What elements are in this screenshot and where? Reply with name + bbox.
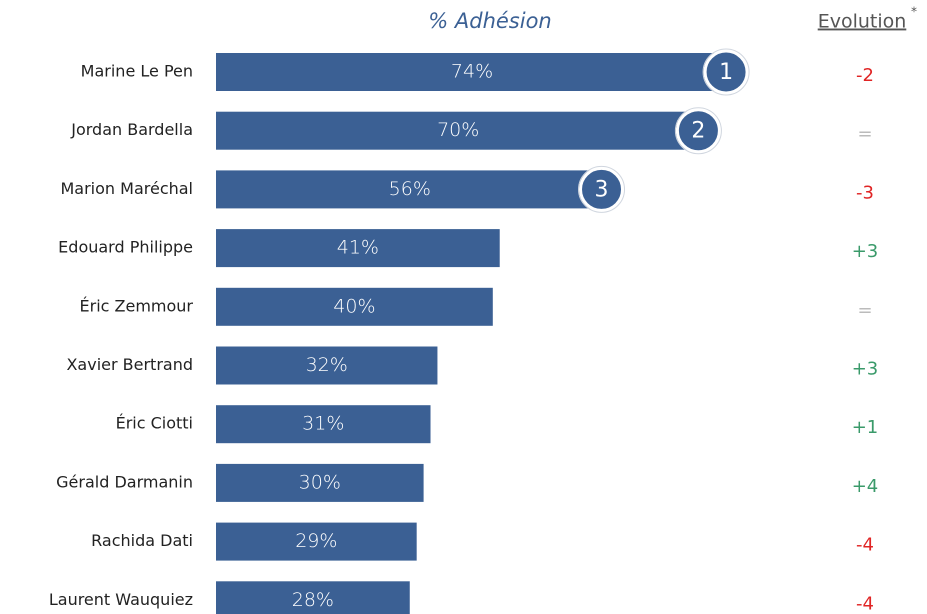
bar xyxy=(216,287,493,326)
category-label: Xavier Bertrand xyxy=(66,355,193,374)
evolution-value: -4 xyxy=(856,593,874,614)
category-label: Rachida Dati xyxy=(91,531,193,550)
value-label: 30% xyxy=(299,471,341,493)
category-label: Edouard Philippe xyxy=(58,238,193,257)
chart-title: % Adhésion xyxy=(428,9,552,33)
bar xyxy=(216,581,410,614)
rank-badge-ring xyxy=(578,165,626,213)
evolution-note: * xyxy=(911,5,917,19)
category-label: Laurent Wauquiez xyxy=(49,590,193,609)
category-label: Éric Zemmour xyxy=(80,296,194,315)
rank-label: 3 xyxy=(595,177,609,202)
rank-badge xyxy=(579,166,625,212)
value-label: 41% xyxy=(337,237,379,259)
category-label: Marion Maréchal xyxy=(60,179,193,198)
value-label: 28% xyxy=(292,589,334,611)
value-label: 70% xyxy=(437,119,479,141)
bar xyxy=(216,111,701,150)
bar xyxy=(216,405,431,444)
value-label: 29% xyxy=(295,530,337,552)
rank-badge xyxy=(675,108,721,154)
evolution-value: -2 xyxy=(856,65,874,86)
evolution-value: = xyxy=(857,300,872,321)
evolution-title: Evolution xyxy=(818,11,907,33)
rank-badge xyxy=(703,49,749,95)
value-label: 40% xyxy=(333,295,375,317)
evolution-value: +3 xyxy=(852,241,879,262)
value-label: 32% xyxy=(306,354,348,376)
evolution-value: +4 xyxy=(852,476,879,497)
category-label: Jordan Bardella xyxy=(70,120,193,139)
value-label: 31% xyxy=(302,413,344,435)
bar xyxy=(216,346,438,385)
evolution-value: = xyxy=(857,124,872,145)
rank-badge-ring xyxy=(674,107,722,155)
evolution-value: -4 xyxy=(856,535,874,556)
bar xyxy=(216,463,424,502)
bar xyxy=(216,53,729,91)
evolution-value: +1 xyxy=(852,417,879,438)
category-label: Marine Le Pen xyxy=(81,62,193,81)
rank-label: 2 xyxy=(691,119,705,144)
rank-badge-ring xyxy=(702,48,750,96)
value-label: 74% xyxy=(451,61,493,83)
evolution-value: -3 xyxy=(856,182,874,203)
bar xyxy=(216,229,500,268)
category-label: Éric Ciotti xyxy=(116,414,193,433)
bar xyxy=(216,170,604,209)
evolution-value: +3 xyxy=(852,359,879,380)
value-label: 56% xyxy=(389,178,431,200)
bar xyxy=(216,522,417,561)
category-label: Gérald Darmanin xyxy=(56,472,193,491)
rank-label: 1 xyxy=(719,60,733,85)
